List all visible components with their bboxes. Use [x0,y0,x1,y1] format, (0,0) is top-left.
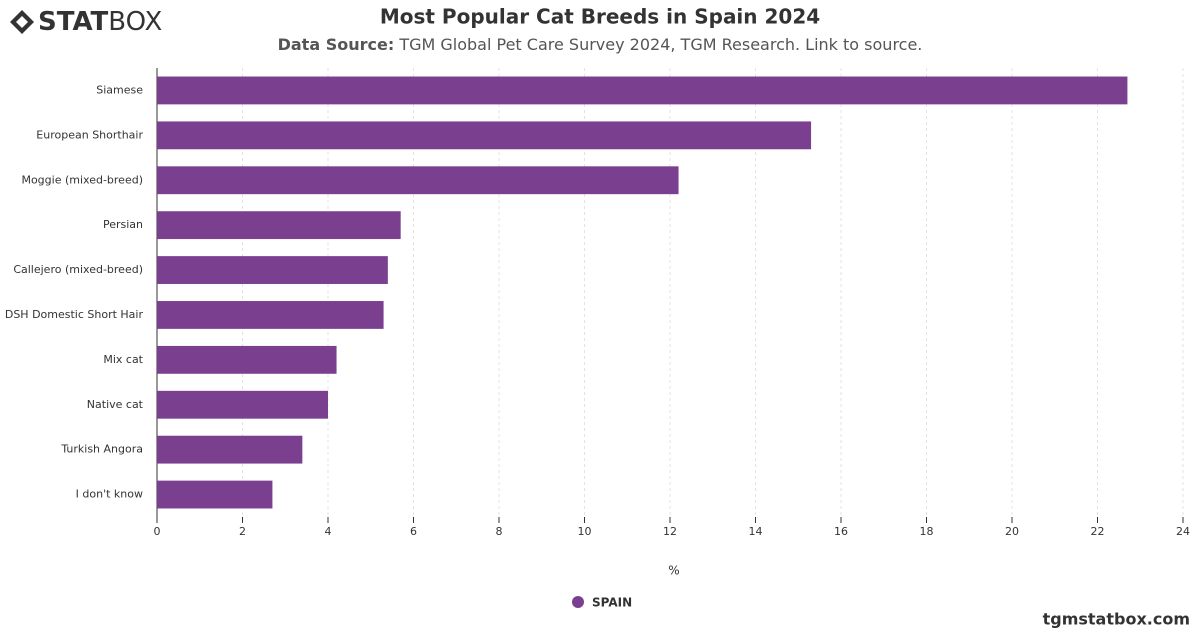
y-tick-label: I don't know [76,488,143,501]
bar [157,211,401,240]
x-tick-label: 12 [663,525,677,538]
subtitle-text: TGM Global Pet Care Survey 2024, TGM Res… [398,35,922,54]
legend-label: SPAIN [592,596,632,610]
logo-icon-inner [16,16,28,28]
y-tick-label: Moggie (mixed-breed) [21,173,143,186]
y-tick-label: European Shorthair [36,128,143,141]
bar [157,256,388,284]
y-tick-label: Mix cat [103,353,143,366]
logo: STATBOX [10,7,162,37]
chart-title: Most Popular Cat Breeds in Spain 2024 [380,5,820,29]
bar [157,166,679,195]
subtitle-label: Data Source: [278,35,395,54]
x-tick-label: 14 [749,525,763,538]
x-tick-label: 18 [920,525,934,538]
x-tick-label: 4 [325,525,332,538]
x-tick-label: 24 [1176,525,1190,538]
x-tick-label: 6 [410,525,417,538]
x-tick-label: 20 [1005,525,1019,538]
x-axis-label: % [668,564,679,578]
y-tick-label: Native cat [87,398,144,411]
bar [157,390,328,419]
bar [157,301,384,329]
x-tick-label: 0 [154,525,161,538]
bar [157,480,273,509]
logo-light: BOX [108,7,162,37]
footer: tgmstatbox.com [1043,610,1190,629]
y-tick-label: Persian [103,218,143,231]
x-tick-label: 22 [1091,525,1105,538]
y-tick-label: Callejero (mixed-breed) [13,263,143,276]
x-tick-label: 10 [578,525,592,538]
y-tick-label: Siamese [96,83,143,96]
x-tick-label: 2 [239,525,246,538]
bar [157,345,337,374]
y-tick-label: DSH Domestic Short Hair [5,308,144,321]
bar [157,76,1128,105]
x-tick-label: 8 [496,525,503,538]
y-tick-label: Turkish Angora [60,443,143,456]
logo-bold: STAT [38,7,109,37]
bar [157,435,303,464]
x-tick-label: 16 [834,525,848,538]
chart-subtitle: Data Source: TGM Global Pet Care Survey … [278,35,923,54]
bar [157,121,812,150]
logo-text: STATBOX [38,7,162,37]
legend-marker [572,596,584,608]
